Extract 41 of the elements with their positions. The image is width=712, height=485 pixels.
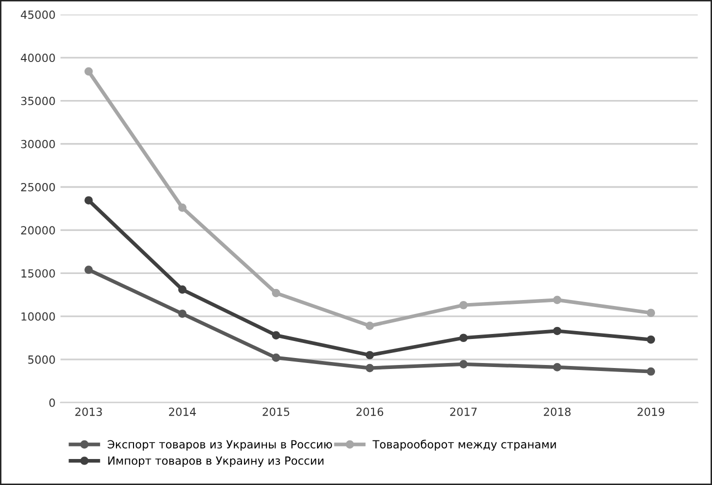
point	[178, 285, 187, 294]
point	[459, 300, 468, 310]
y-tick-label: 10000	[22, 312, 55, 321]
y-tick-label: 40000	[20, 54, 55, 62]
point	[84, 266, 93, 274]
y-tick-label: 20000	[21, 226, 55, 234]
x-tick-label: 2019	[638, 408, 664, 416]
point	[553, 296, 562, 304]
y-tick-label: 0	[49, 398, 55, 407]
x-tick-label: 2013	[75, 408, 102, 416]
point	[366, 350, 374, 360]
x-tick-label: 2014	[169, 408, 196, 416]
x-tick-label: 2017	[450, 408, 477, 416]
x-tick-label: 2018	[544, 408, 571, 416]
y-tick-label: 5000	[28, 355, 55, 364]
legend-label: Импорт товаров в Украину из России	[108, 456, 324, 467]
point	[646, 367, 656, 376]
point	[553, 363, 562, 372]
point	[646, 308, 656, 318]
point	[178, 204, 187, 212]
point	[459, 334, 468, 342]
x-tick-label: 2015	[262, 408, 290, 416]
point	[178, 310, 187, 318]
point	[366, 322, 374, 330]
y-tick-label: 45000	[20, 10, 55, 19]
point	[272, 354, 280, 362]
legend-label: Экспорт товаров из Украины в Россию	[108, 440, 332, 451]
x-tick-label: 2016	[356, 408, 384, 416]
point	[272, 331, 280, 340]
y-tick-label: 35000	[21, 96, 55, 106]
point	[84, 67, 93, 76]
point	[272, 288, 280, 298]
point	[366, 364, 374, 372]
point	[553, 326, 562, 336]
y-tick-label: 15000	[22, 269, 55, 278]
y-tick-label: 25000	[21, 182, 55, 192]
y-tick-label: 30000	[21, 140, 55, 148]
point	[84, 196, 93, 205]
point	[646, 335, 656, 344]
legend-label: Товарооборот между странами	[372, 440, 556, 451]
point	[459, 360, 468, 368]
